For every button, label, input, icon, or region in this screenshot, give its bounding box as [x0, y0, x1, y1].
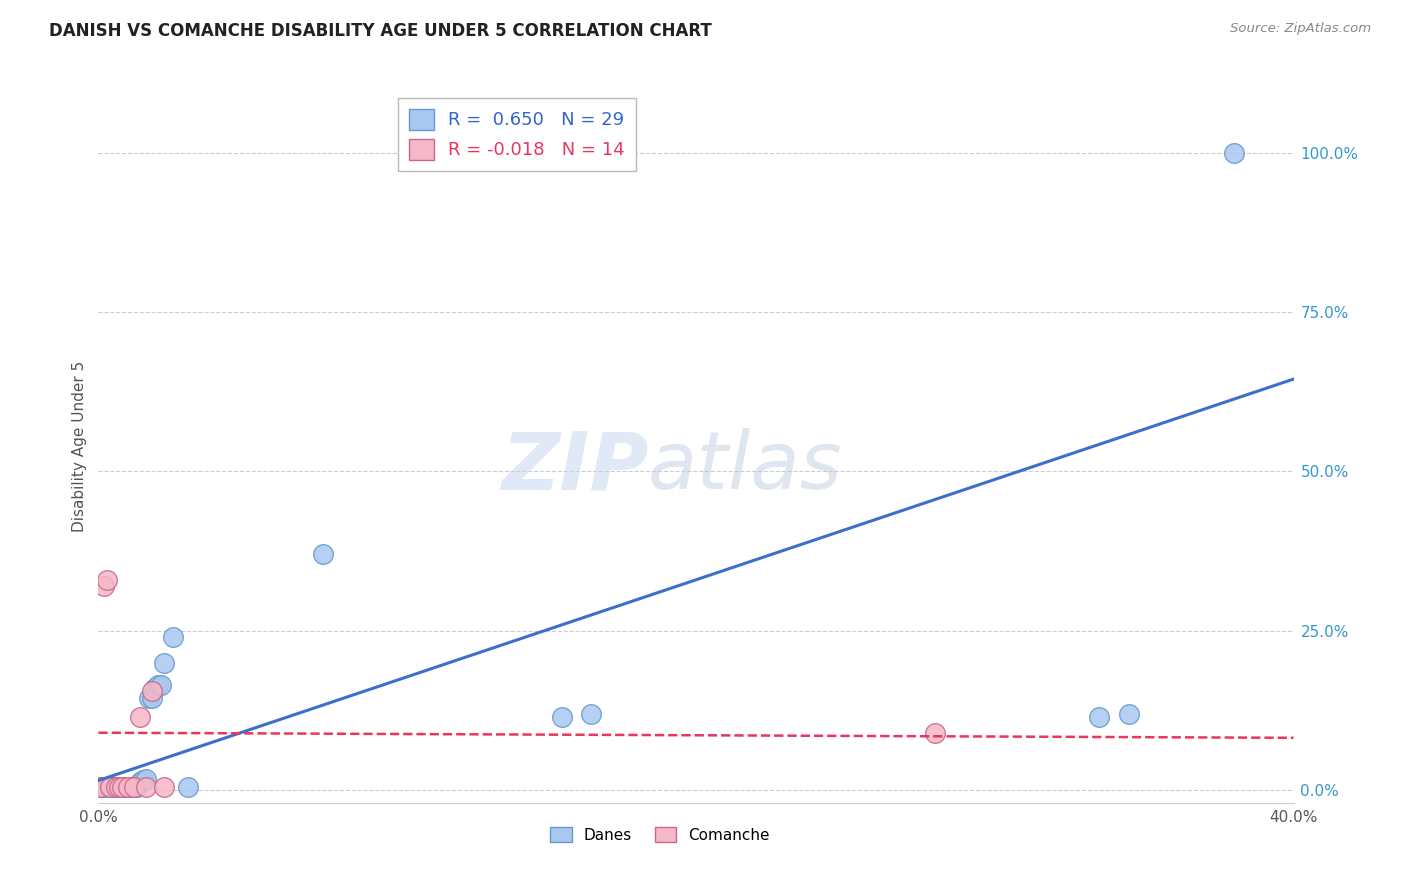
Point	[105, 780, 128, 794]
Point	[93, 579, 115, 593]
Point	[924, 725, 946, 739]
Point	[127, 780, 149, 794]
Point	[1118, 706, 1140, 721]
Text: DANISH VS COMANCHE DISABILITY AGE UNDER 5 CORRELATION CHART: DANISH VS COMANCHE DISABILITY AGE UNDER …	[49, 22, 711, 40]
Legend: Danes, Comanche: Danes, Comanche	[544, 821, 776, 848]
Point	[96, 573, 118, 587]
Text: atlas: atlas	[648, 428, 844, 507]
Point	[90, 780, 112, 794]
Point	[129, 774, 152, 789]
Point	[124, 780, 146, 794]
Point	[1088, 710, 1111, 724]
Y-axis label: Disability Age Under 5: Disability Age Under 5	[72, 360, 87, 532]
Point	[124, 780, 146, 794]
Point	[111, 780, 134, 794]
Point	[141, 684, 163, 698]
Point	[135, 772, 157, 787]
Point	[114, 780, 136, 794]
Point	[132, 772, 155, 787]
Point	[98, 780, 122, 794]
Point	[117, 780, 139, 794]
Point	[93, 780, 115, 794]
Point	[177, 780, 200, 794]
Point	[129, 710, 152, 724]
Point	[581, 706, 603, 721]
Point	[550, 710, 572, 724]
Point	[105, 780, 128, 794]
Point	[150, 678, 173, 692]
Point	[153, 656, 176, 670]
Point	[138, 690, 160, 705]
Point	[98, 780, 122, 794]
Text: ZIP: ZIP	[501, 428, 648, 507]
Point	[1223, 145, 1246, 160]
Point	[162, 630, 184, 644]
Point	[108, 780, 131, 794]
Point	[311, 547, 333, 561]
Point	[135, 780, 157, 794]
Point	[153, 780, 176, 794]
Point	[103, 780, 125, 794]
Text: Source: ZipAtlas.com: Source: ZipAtlas.com	[1230, 22, 1371, 36]
Point	[141, 690, 163, 705]
Point	[111, 780, 134, 794]
Point	[96, 780, 118, 794]
Point	[143, 681, 166, 695]
Point	[90, 780, 112, 794]
Point	[108, 780, 131, 794]
Point	[148, 678, 170, 692]
Point	[117, 780, 139, 794]
